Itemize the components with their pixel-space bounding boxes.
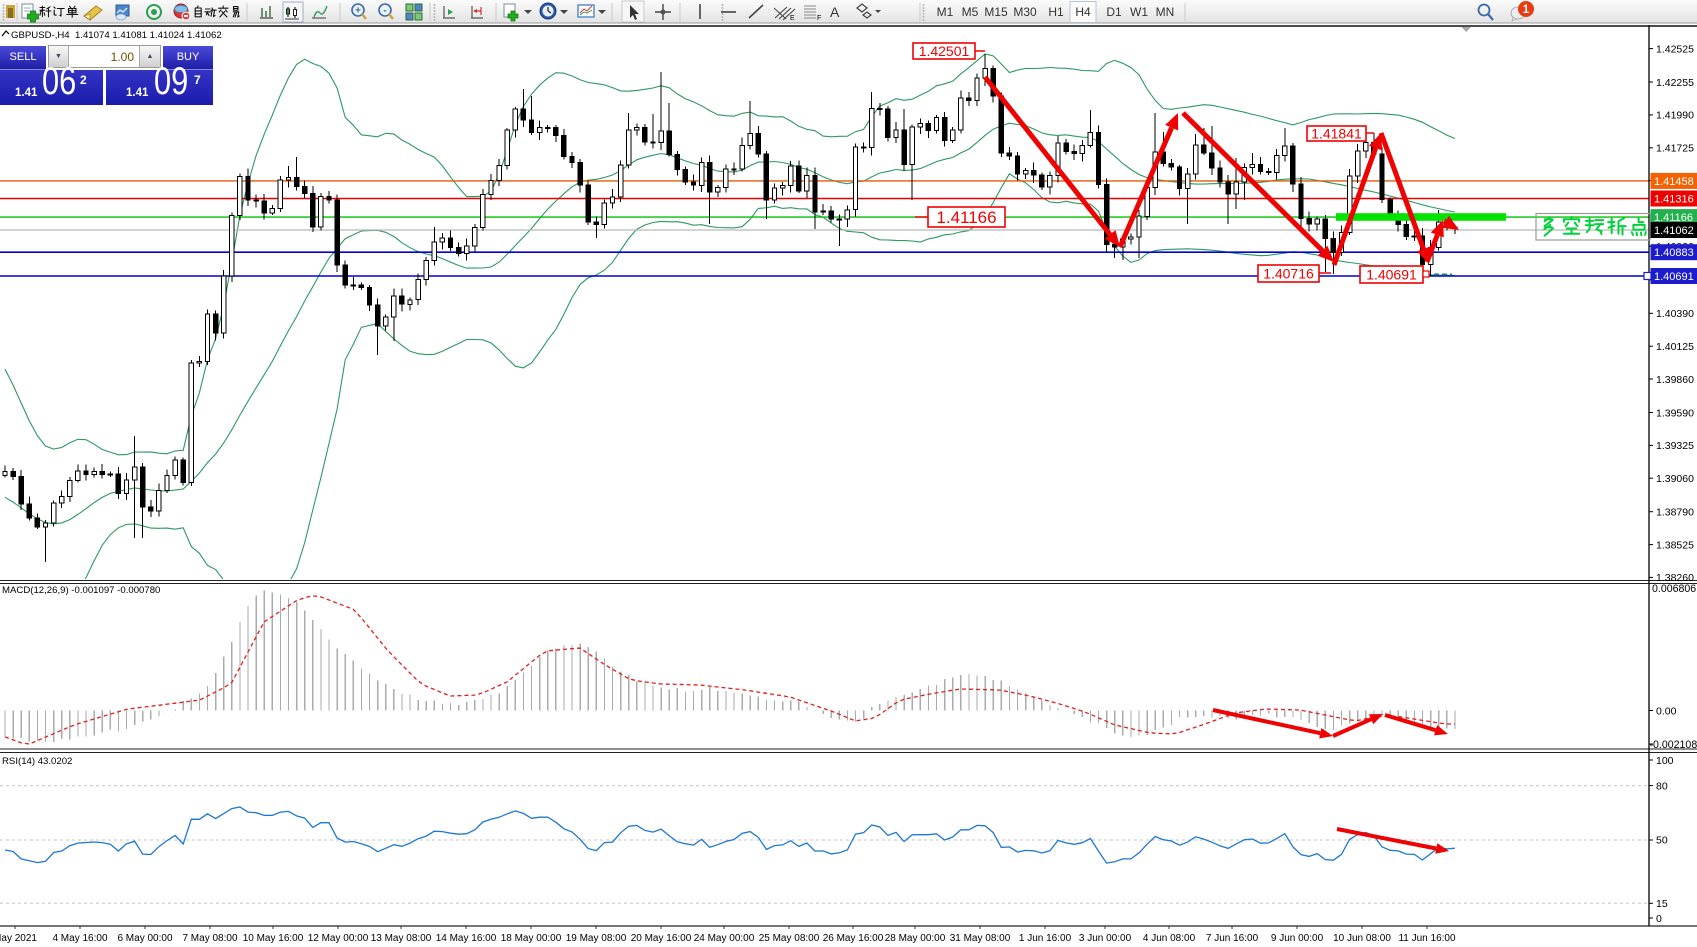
svg-text:1.42501: 1.42501	[919, 43, 970, 59]
svg-text:H4: H4	[1075, 5, 1091, 19]
svg-text:1.38260: 1.38260	[1656, 572, 1694, 584]
svg-text:1.40390: 1.40390	[1656, 308, 1694, 320]
svg-text:13 May 08:00: 13 May 08:00	[371, 933, 432, 944]
svg-text:0.006806: 0.006806	[1652, 583, 1696, 595]
svg-text:1.38525: 1.38525	[1656, 539, 1694, 551]
svg-text:19 May 08:00: 19 May 08:00	[566, 933, 627, 944]
svg-text:-: -	[383, 6, 386, 17]
svg-text:50: 50	[1656, 835, 1668, 847]
svg-text:1.41316: 1.41316	[1654, 194, 1694, 206]
svg-text:18 May 00:00: 18 May 00:00	[501, 933, 562, 944]
svg-text:W1: W1	[1130, 5, 1148, 19]
svg-text:H1: H1	[1048, 5, 1064, 19]
svg-text:M30: M30	[1013, 5, 1037, 19]
svg-text:12 May 00:00: 12 May 00:00	[308, 933, 369, 944]
svg-text:1.41166: 1.41166	[936, 208, 996, 227]
svg-text:11 Jun 16:00: 11 Jun 16:00	[1398, 933, 1456, 944]
svg-text:0: 0	[1656, 913, 1662, 925]
svg-text:MN: MN	[1156, 5, 1175, 19]
svg-text:1.41841: 1.41841	[1311, 126, 1362, 142]
svg-text:1.40691: 1.40691	[1366, 267, 1417, 283]
svg-text:10 May 16:00: 10 May 16:00	[243, 933, 304, 944]
svg-text:RSI(14) 43.0202: RSI(14) 43.0202	[2, 756, 72, 767]
svg-text:M5: M5	[962, 5, 979, 19]
svg-text:1.40125: 1.40125	[1656, 341, 1694, 353]
svg-text:4 May 16:00: 4 May 16:00	[52, 933, 107, 944]
svg-text:+: +	[355, 6, 361, 17]
svg-text:9 Jun 00:00: 9 Jun 00:00	[1271, 933, 1324, 944]
svg-text:1.41990: 1.41990	[1656, 110, 1694, 122]
svg-text:1.39325: 1.39325	[1656, 440, 1694, 452]
svg-text:28 May 00:00: 28 May 00:00	[885, 933, 946, 944]
svg-text:1 Jun 16:00: 1 Jun 16:00	[1019, 933, 1072, 944]
svg-text:1.42525: 1.42525	[1656, 43, 1694, 55]
svg-text:1.41725: 1.41725	[1656, 143, 1694, 155]
svg-text:A: A	[830, 4, 840, 20]
svg-text:1.39060: 1.39060	[1656, 473, 1694, 485]
svg-text:14 May 16:00: 14 May 16:00	[436, 933, 497, 944]
svg-text:1.40691: 1.40691	[1654, 271, 1694, 283]
svg-text:M15: M15	[984, 5, 1008, 19]
svg-text:3 Jun 00:00: 3 Jun 00:00	[1079, 933, 1132, 944]
svg-text:MACD(12,26,9) -0.001097 -0.000: MACD(12,26,9) -0.001097 -0.000780	[2, 585, 160, 596]
svg-text:1.41062: 1.41062	[1654, 225, 1694, 237]
svg-text:May 2021: May 2021	[0, 933, 37, 944]
svg-text:M1: M1	[937, 5, 954, 19]
svg-text:1.40716: 1.40716	[1263, 266, 1314, 282]
svg-text:0.00: 0.00	[1656, 705, 1677, 717]
svg-text:1.39860: 1.39860	[1656, 374, 1694, 386]
svg-text:-0.002108: -0.002108	[1650, 739, 1697, 751]
svg-text:1.38790: 1.38790	[1656, 507, 1694, 519]
svg-text:31 May 08:00: 31 May 08:00	[950, 933, 1011, 944]
svg-text:4 Jun 08:00: 4 Jun 08:00	[1143, 933, 1196, 944]
svg-text:6 May 00:00: 6 May 00:00	[117, 933, 172, 944]
svg-text:25 May 08:00: 25 May 08:00	[759, 933, 820, 944]
svg-text:D1: D1	[1106, 5, 1122, 19]
svg-text:1: 1	[1523, 4, 1530, 16]
svg-text:20 May 16:00: 20 May 16:00	[631, 933, 692, 944]
svg-text:GBPUSD-,H4 1.41074 1.41081 1.: GBPUSD-,H4 1.41074 1.41081 1.41024 1.410…	[11, 30, 222, 41]
svg-text:E: E	[790, 15, 795, 22]
svg-text:7 May 08:00: 7 May 08:00	[182, 933, 237, 944]
svg-text:1.39590: 1.39590	[1656, 407, 1694, 419]
svg-text:F: F	[817, 15, 821, 22]
svg-text:1.40883: 1.40883	[1654, 247, 1694, 259]
svg-text:1.41458: 1.41458	[1654, 176, 1694, 188]
svg-text:100: 100	[1656, 755, 1674, 767]
svg-text:1.42255: 1.42255	[1656, 77, 1694, 89]
svg-text:15: 15	[1656, 898, 1668, 910]
svg-text:1.41166: 1.41166	[1654, 212, 1693, 224]
svg-text:7 Jun 16:00: 7 Jun 16:00	[1206, 933, 1259, 944]
svg-text:10 Jun 08:00: 10 Jun 08:00	[1333, 933, 1391, 944]
svg-text:80: 80	[1656, 780, 1668, 792]
svg-text:26 May 16:00: 26 May 16:00	[823, 933, 884, 944]
svg-text:24 May 00:00: 24 May 00:00	[694, 933, 755, 944]
